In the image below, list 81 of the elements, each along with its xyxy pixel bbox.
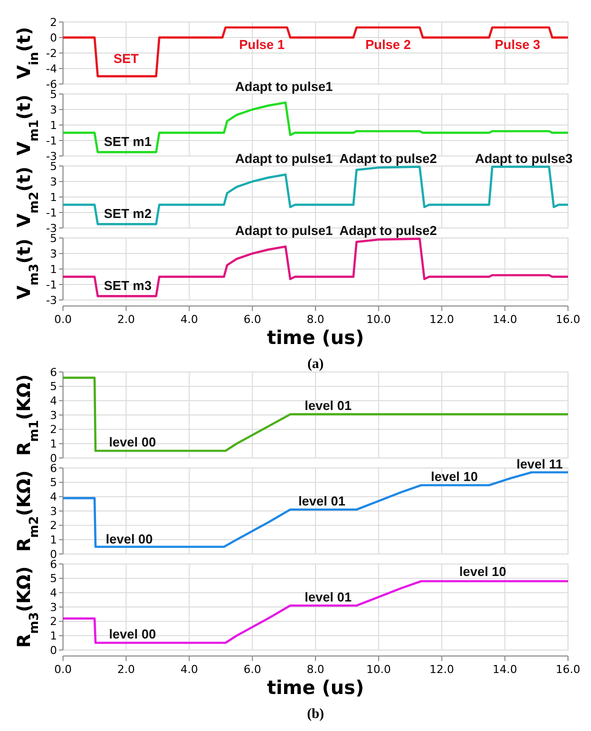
annotation: level 10 bbox=[459, 564, 506, 580]
annotation: Adapt to pulse3 bbox=[475, 151, 573, 166]
y-tick-label: 4 bbox=[50, 586, 57, 600]
x-tick-label: 4.0 bbox=[180, 313, 198, 326]
y-tick-label: 1 bbox=[50, 438, 57, 451]
y-tick-label: 1 bbox=[50, 190, 57, 204]
y-tick-label: 0 bbox=[50, 31, 57, 44]
y-tick-label: 5 bbox=[50, 380, 57, 394]
annotation: Adapt to pulse2 bbox=[339, 151, 437, 166]
y-tick-label: 3 bbox=[50, 504, 57, 518]
line-series bbox=[62, 101, 570, 154]
x-tick-label: 10.0 bbox=[366, 313, 391, 326]
y-tick-label: 4 bbox=[50, 490, 57, 504]
text: (b) bbox=[306, 707, 324, 722]
x-tick-label: 8.0 bbox=[306, 663, 324, 676]
y-tick-label: 2 bbox=[50, 16, 57, 29]
annotation: Adapt to pulse1 bbox=[235, 151, 333, 166]
annotation: level 00 bbox=[108, 626, 156, 642]
y-tick-label: -1 bbox=[46, 278, 57, 292]
y-tick-label: 6 bbox=[50, 366, 57, 379]
x-tick-label: 14.0 bbox=[492, 663, 518, 676]
x-tick-label: 16.0 bbox=[556, 313, 580, 326]
y-tick-label: 0 bbox=[50, 644, 57, 657]
y-tick-label: 5 bbox=[50, 572, 57, 586]
y-tick-label: 3 bbox=[50, 247, 57, 260]
annotation: level 01 bbox=[304, 398, 352, 413]
y-tick-label: 3 bbox=[50, 175, 57, 188]
y-tick-label: -1 bbox=[46, 134, 57, 148]
x-axis-title: time (us) bbox=[266, 327, 364, 349]
text: (a) bbox=[307, 357, 324, 372]
annotation: SET m1 bbox=[104, 134, 152, 149]
annotation: level 10 bbox=[430, 468, 478, 484]
annotation: SET m3 bbox=[104, 278, 152, 293]
annotation: level 00 bbox=[106, 531, 153, 546]
annotation: SET bbox=[113, 51, 139, 66]
annotation: level 00 bbox=[108, 434, 156, 450]
x-tick-label: 0.0 bbox=[54, 313, 72, 326]
line-series bbox=[62, 580, 570, 644]
annotation: Adapt to pulse1 bbox=[235, 79, 333, 94]
line-series bbox=[62, 471, 570, 548]
y-tick-label: 1 bbox=[50, 262, 57, 276]
y-tick-label: -2 bbox=[46, 46, 57, 60]
x-tick-label: 4.0 bbox=[180, 663, 198, 676]
y-tick-label: 2 bbox=[50, 615, 57, 628]
y-tick-label: 1 bbox=[50, 118, 57, 132]
y-tick-label: 3 bbox=[50, 600, 57, 614]
y-tick-label: 2 bbox=[50, 519, 57, 532]
y-tick-label: -4 bbox=[46, 62, 57, 76]
x-tick-label: 16.0 bbox=[556, 663, 580, 676]
annotation: level 11 bbox=[516, 456, 563, 472]
y-tick-label: 4 bbox=[50, 394, 57, 408]
line-series bbox=[62, 166, 570, 226]
x-tick-label: 12.0 bbox=[430, 313, 454, 326]
y-tick-label: 3 bbox=[50, 103, 57, 116]
annotation: Pulse 2 bbox=[365, 37, 411, 52]
x-tick-label: 12.0 bbox=[430, 663, 454, 676]
annotation: level 01 bbox=[298, 493, 346, 508]
annotation: SET m2 bbox=[104, 206, 152, 221]
x-tick-label: 14.0 bbox=[492, 313, 518, 326]
y-tick-label: 1 bbox=[50, 534, 57, 547]
x-tick-label: 8.0 bbox=[306, 313, 324, 326]
annotation: level 01 bbox=[304, 589, 352, 604]
annotation: Pulse 1 bbox=[239, 37, 285, 52]
annotation: Adapt to pulse1 bbox=[235, 223, 333, 238]
annotation: Adapt to pulse2 bbox=[339, 223, 437, 238]
x-axis-title: time (us) bbox=[266, 677, 364, 699]
x-tick-label: 6.0 bbox=[244, 313, 262, 326]
x-tick-label: 6.0 bbox=[244, 663, 262, 676]
line-series bbox=[62, 238, 570, 298]
x-tick-label: 2.0 bbox=[117, 663, 135, 676]
y-tick-label: 5 bbox=[50, 476, 57, 490]
y-tick-label: -3 bbox=[46, 294, 57, 307]
annotation: Pulse 3 bbox=[494, 37, 540, 52]
y-tick-label: 2 bbox=[50, 423, 57, 436]
y-tick-label: 1 bbox=[50, 630, 57, 643]
y-tick-label: 3 bbox=[50, 408, 57, 422]
y-tick-label: -1 bbox=[46, 206, 57, 220]
x-tick-label: 10.0 bbox=[366, 663, 391, 676]
line-series bbox=[62, 376, 570, 452]
x-tick-label: 2.0 bbox=[117, 313, 135, 326]
x-tick-label: 0.0 bbox=[54, 663, 72, 676]
